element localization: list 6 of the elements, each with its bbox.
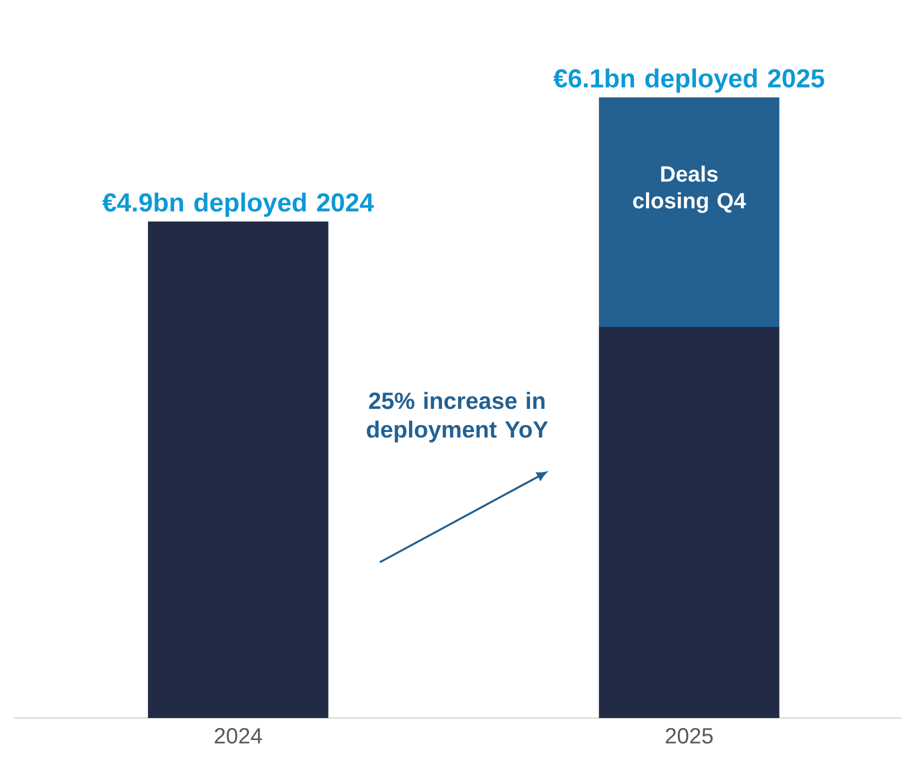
total-label: €6.1bn deployed 2025 — [553, 68, 824, 93]
series-label: Deals closing Q4 — [633, 166, 746, 213]
annotation: 25% increase in deployment YoY — [366, 392, 548, 442]
total-label: €4.9bn deployed 2024 — [102, 192, 374, 217]
x-tick-label: 2024 — [214, 728, 262, 744]
x-tick-label: 2025 — [666, 728, 713, 744]
